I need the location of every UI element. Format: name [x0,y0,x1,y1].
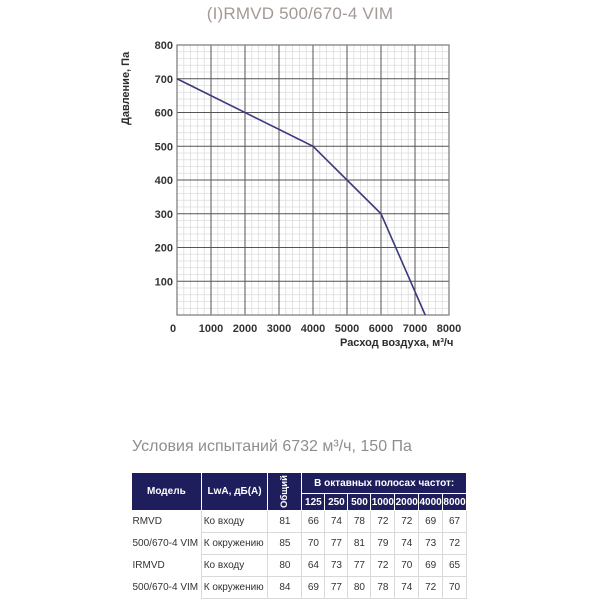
octave-value: 78 [370,576,396,599]
octave-value: 72 [394,510,420,533]
header-freq-500: 500 [347,493,372,511]
model-cell: 500/670-4 VIM [132,537,199,549]
octave-value: 78 [347,510,372,533]
y-tick-labels: 100 200 300 400 500 600 700 800 [155,40,173,288]
frequency-header-row: 125 250 500 1000 2000 4000 8000 [132,493,467,511]
octave-value: 81 [347,532,372,555]
pressure-flow-chart: 100 200 300 400 500 600 700 800 0 1000 2000 3000 40… [155,40,462,335]
total-value: 81 [267,510,303,533]
octave-value: 66 [301,510,326,533]
header-total-label: Общий [279,475,291,508]
header-freq-1000: 1000 [370,493,396,511]
x-tick-label: 0 [170,323,176,335]
octave-value: 72 [370,510,396,533]
x-tick-label: 6000 [369,323,393,335]
model-cell: RMVD [132,516,162,527]
y-tick-label: 300 [155,209,173,221]
octave-value: 70 [301,532,326,555]
octave-value: 72 [370,554,396,577]
total-value: 84 [267,576,303,599]
octave-value: 73 [418,532,444,555]
x-tick-label: 7000 [403,323,427,335]
octave-value: 70 [394,554,420,577]
measurement-label: Ко входу [200,510,269,533]
noise-table: Модель LwA, дБ(A) Общий В октавных полос… [131,472,467,599]
octave-value: 77 [347,554,372,577]
table-row: 500/670-4 VIM К окружению 85 70 77 81 79 74 73 72 [132,532,467,555]
octave-value: 80 [347,576,372,599]
measurement-label: Ко входу [200,554,269,577]
y-tick-label: 100 [155,276,173,288]
measurement-label: К окружению [200,576,269,599]
x-tick-label: 4000 [301,323,325,335]
header-freq-2000: 2000 [394,493,420,511]
x-tick-label: 2000 [233,323,257,335]
y-tick-label: 600 [155,108,173,120]
x-tick-label: 1000 [199,323,223,335]
noise-table-body: RMVD Ко входу 81 66 74 78 72 72 69 67 500/670-4 VI… [132,510,467,599]
octave-value: 70 [442,576,467,599]
header-freq-250: 250 [324,493,349,511]
octave-value: 69 [301,576,326,599]
table-row: IRMVD Ко входу 80 64 73 77 72 70 69 65 [132,554,467,577]
model-cell: IRMVD [132,559,165,571]
x-tick-labels: 0 1000 2000 3000 4000 5000 6000 7000 8000 [170,323,461,335]
octave-value: 69 [418,554,444,577]
header-freq-8000: 8000 [442,493,467,511]
x-axis-label: Расход воздуха, м³/ч [340,337,454,349]
x-tick-label: 5000 [335,323,359,335]
header-freq-125: 125 [301,493,326,511]
chart-title: (I)RMVD 500/670-4 VIM [206,4,394,23]
octave-value: 79 [370,532,396,555]
octave-value: 65 [442,554,467,577]
octave-value: 74 [394,576,420,599]
y-tick-label: 700 [155,74,173,86]
x-tick-label: 8000 [437,323,461,335]
total-value: 85 [267,532,303,555]
header-octave-group: В октавных полосах частот: [301,472,467,494]
octave-value: 69 [418,510,444,533]
octave-value: 73 [324,554,349,577]
measurement-label: К окружению [200,532,269,555]
octave-value: 67 [442,510,467,533]
octave-value: 77 [324,532,349,555]
octave-value: 74 [394,532,420,555]
table-row: 500/670-4 VIM К окружению 84 69 77 80 78 74 72 70 [132,576,467,599]
header-lwa: LwA, дБ(A) [200,472,269,511]
header-total: Общий [267,472,303,511]
octave-value: 64 [301,554,326,577]
octave-value: 74 [324,510,349,533]
header-model: Модель [131,472,202,511]
octave-value: 72 [418,576,444,599]
y-tick-label: 500 [155,141,173,153]
test-conditions: Условия испытаний 6732 м³/ч, 150 Па [132,438,412,455]
x-tick-label: 3000 [267,323,291,335]
y-axis-label: Давление, Па [120,51,132,125]
y-tick-label: 800 [155,40,173,52]
total-value: 80 [267,554,303,577]
octave-value: 72 [442,532,467,555]
y-tick-label: 200 [155,243,173,255]
performance-curve [176,78,426,316]
model-cell: 500/670-4 VIM [132,581,199,593]
y-tick-label: 400 [155,175,173,187]
plot-frame [176,44,450,316]
octave-value: 77 [324,576,349,599]
table-row: RMVD Ко входу 81 66 74 78 72 72 69 67 [132,510,467,533]
header-freq-4000: 4000 [418,493,444,511]
